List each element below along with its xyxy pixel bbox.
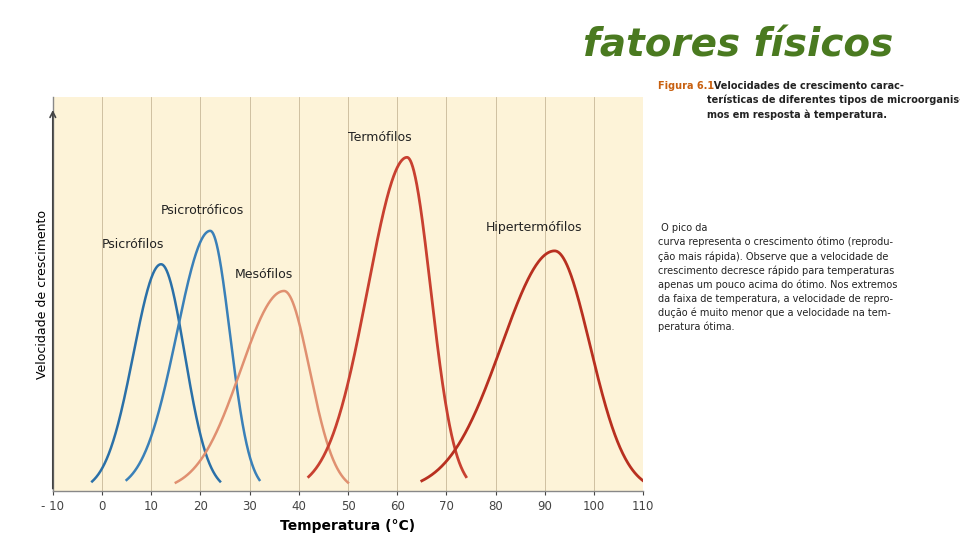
Text: Hipertermófilos: Hipertermófilos (486, 221, 583, 234)
Text: Termófilos: Termófilos (348, 131, 412, 144)
Text: fatores físicos: fatores físicos (583, 27, 893, 65)
Text: Psicrotróficos: Psicrotróficos (161, 205, 244, 218)
X-axis label: Temperatura (°C): Temperatura (°C) (280, 519, 416, 533)
Text: O pico da
curva representa o crescimento ótimo (reprodu-
ção mais rápida). Obser: O pico da curva representa o crescimento… (658, 223, 897, 333)
Text: Velocidades de crescimento carac-
terísticas de diferentes tipos de microorganis: Velocidades de crescimento carac- teríst… (707, 81, 960, 120)
Text: Figura 6.1: Figura 6.1 (658, 81, 713, 91)
Text: Mesófilos: Mesófilos (235, 268, 293, 281)
Text: Psicrófilos: Psicrófilos (102, 238, 164, 251)
Text: temperatura: temperatura (42, 35, 270, 65)
Y-axis label: Velocidade de crescimento: Velocidade de crescimento (36, 210, 49, 379)
